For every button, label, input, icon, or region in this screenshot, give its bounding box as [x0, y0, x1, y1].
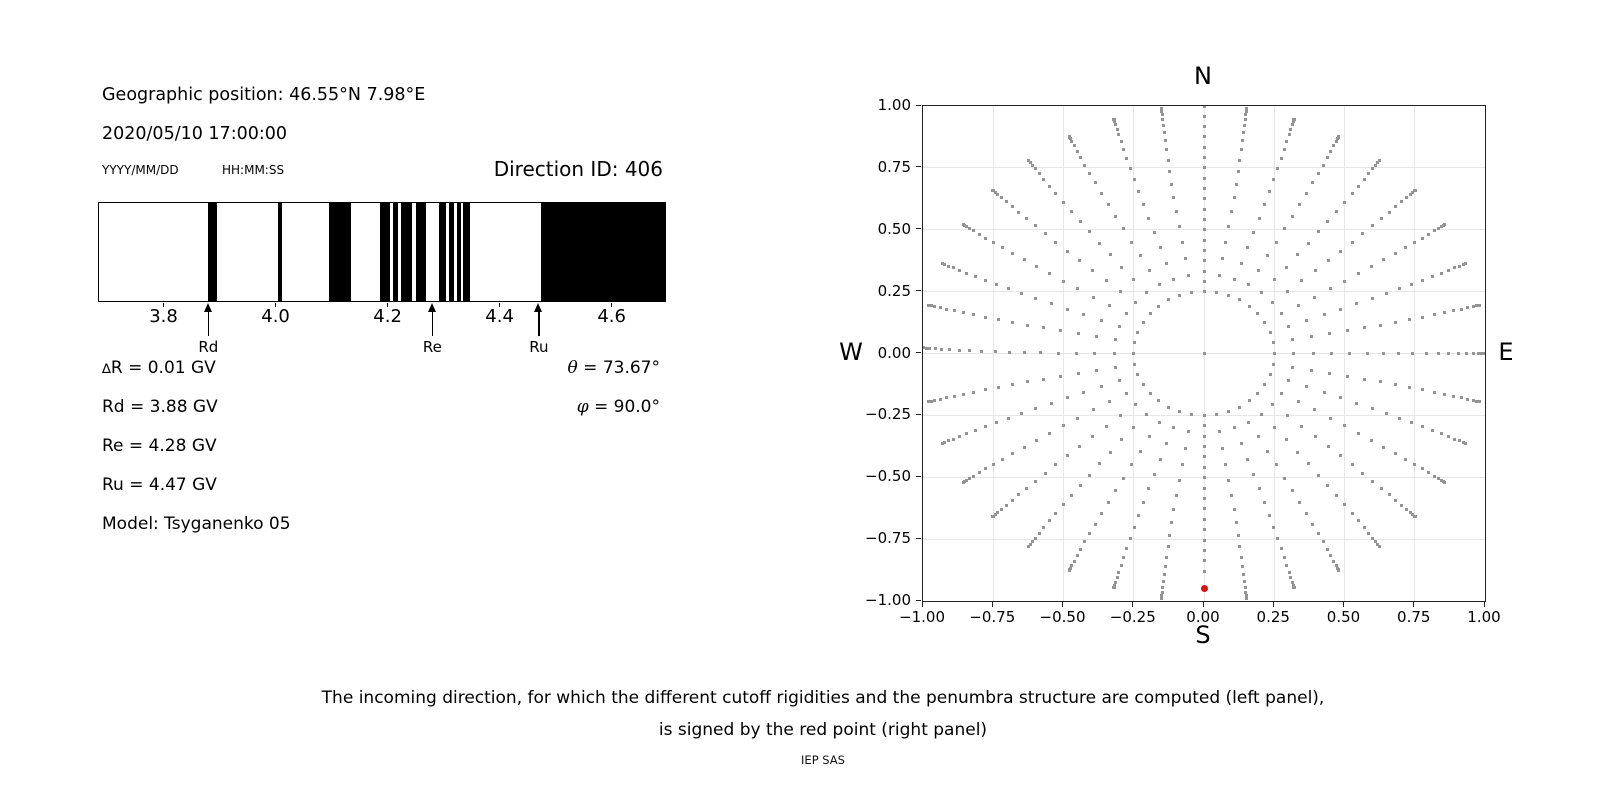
y-axis-tick — [916, 228, 921, 230]
y-axis-tick — [916, 290, 921, 292]
credit-label: IEP SAS — [801, 753, 845, 767]
direction-id-text: Direction ID: 406 — [493, 157, 663, 181]
red-point — [1200, 585, 1208, 593]
penumbra-bar — [416, 203, 427, 301]
x-axis-tick — [1132, 602, 1134, 607]
compass-north-label: N — [1194, 62, 1212, 90]
compass-west-label: W — [839, 338, 863, 366]
ru-arrow-icon — [534, 302, 543, 312]
x-axis-tick-label: 4.0 — [261, 306, 290, 327]
delta-r-value: ∆R = 0.01 GV — [102, 358, 216, 378]
y-axis-tick — [916, 599, 921, 601]
x-axis-tick-label: 0.75 — [1397, 608, 1431, 626]
y-axis-tick-label: 1.00 — [877, 96, 911, 114]
y-axis-tick-label: −0.75 — [865, 529, 911, 548]
penumbra-bar — [449, 203, 454, 301]
x-axis-tick — [991, 602, 993, 607]
y-axis-tick-label: 0.00 — [877, 343, 911, 362]
rd-arrow-icon — [203, 302, 212, 312]
caption-line-2: is signed by the red point (right panel) — [658, 720, 988, 740]
x-axis-tick-label: 3.8 — [149, 306, 178, 327]
re-arrow-stem — [431, 311, 434, 336]
scatter-dots — [923, 106, 1485, 601]
penumbra-bar — [463, 203, 470, 301]
y-axis-tick — [916, 352, 921, 353]
penumbra-bar — [439, 203, 447, 301]
re-arrow-icon — [427, 302, 436, 312]
y-axis-tick-label: −0.50 — [865, 467, 911, 486]
penumbra-bar — [379, 203, 390, 301]
caption-line-1: The incoming direction, for which the di… — [321, 688, 1325, 708]
y-axis-tick — [916, 537, 921, 539]
x-axis-tick-label: −0.75 — [969, 608, 1016, 626]
x-axis-tick — [275, 303, 277, 307]
x-axis-tick — [1272, 602, 1274, 607]
datetime-text: 2020/05/10 17:00:00 — [102, 124, 288, 144]
rd-arrow-stem — [207, 311, 210, 336]
y-axis-tick-label: 0.75 — [877, 157, 911, 176]
penumbra-plot-area — [98, 202, 666, 302]
x-axis-tick-label: −0.50 — [1039, 608, 1086, 626]
date-format-label: YYYY/MM/DD — [102, 163, 179, 177]
y-axis-tick — [916, 413, 921, 415]
penumbra-bar — [392, 203, 398, 301]
x-axis-tick-label: −1.00 — [899, 608, 945, 626]
x-axis-tick-label: 4.6 — [597, 306, 626, 327]
rd-value: Rd = 3.88 GV — [102, 397, 218, 417]
x-axis-tick — [387, 303, 389, 307]
compass-south-label: S — [1195, 621, 1211, 649]
penumbra-bar — [540, 203, 665, 301]
x-axis-tick — [499, 303, 501, 307]
x-axis-tick — [163, 303, 165, 307]
phi-value: φ = 90.0° — [576, 397, 660, 417]
x-axis-tick-label: 4.4 — [485, 306, 514, 327]
penumbra-bar — [401, 203, 412, 301]
x-axis-tick — [611, 303, 613, 307]
x-axis-tick-label: 0.25 — [1256, 608, 1290, 626]
ru-arrow-stem — [538, 311, 540, 336]
x-axis-tick-label: 0.50 — [1326, 608, 1361, 626]
model-label: Model: Tsyganenko 05 — [102, 514, 291, 534]
direction-map-chart: −1.00 −0.75 −0.50 −0.25 0.00 0.25 0.50 0.75 1.00… — [865, 96, 1501, 626]
y-axis-tick — [916, 166, 921, 168]
y-axis-tick-label: 0.50 — [877, 219, 911, 238]
rd-arrow-label: Rd — [198, 338, 219, 356]
penumbra-bar — [329, 203, 352, 301]
x-axis-tick-label: 1.00 — [1467, 608, 1501, 626]
theta-value: θ = 73.67° — [567, 358, 660, 378]
x-axis-tick — [1413, 602, 1415, 607]
re-value: Re = 4.28 GV — [102, 436, 217, 456]
y-axis-tick-label: −1.00 — [865, 591, 911, 609]
y-axis-tick-label: 0.25 — [877, 281, 911, 300]
penumbra-chart: 3.8 4.0 4.2 4.4 4.6 Rd Re Ru — [98, 202, 666, 402]
direction-map-plot-area — [922, 105, 1486, 602]
x-axis-tick-label: 0.00 — [1186, 608, 1220, 626]
y-axis-tick-label: −0.25 — [865, 405, 911, 424]
x-axis-tick-label: −0.25 — [1109, 608, 1156, 626]
x-axis-tick — [1202, 602, 1204, 607]
x-axis-tick — [1343, 602, 1344, 607]
geographic-position-text: Geographic position: 46.55°N 7.98°E — [102, 85, 426, 105]
x-axis-tick-label: 4.2 — [373, 306, 402, 327]
penumbra-bar — [277, 203, 283, 301]
penumbra-bar — [456, 203, 462, 301]
x-axis-tick — [921, 602, 923, 607]
re-arrow-label: Re — [422, 338, 442, 356]
compass-east-label: E — [1498, 338, 1514, 366]
time-format-label: HH:MM:SS — [222, 163, 285, 177]
penumbra-bar — [208, 203, 217, 301]
y-axis-tick — [916, 475, 921, 477]
ru-value: Ru = 4.47 GV — [102, 475, 217, 495]
y-axis-tick — [916, 104, 921, 106]
ru-arrow-label: Ru — [529, 338, 549, 356]
x-axis-tick — [1483, 602, 1485, 607]
x-axis-tick — [1062, 602, 1063, 607]
